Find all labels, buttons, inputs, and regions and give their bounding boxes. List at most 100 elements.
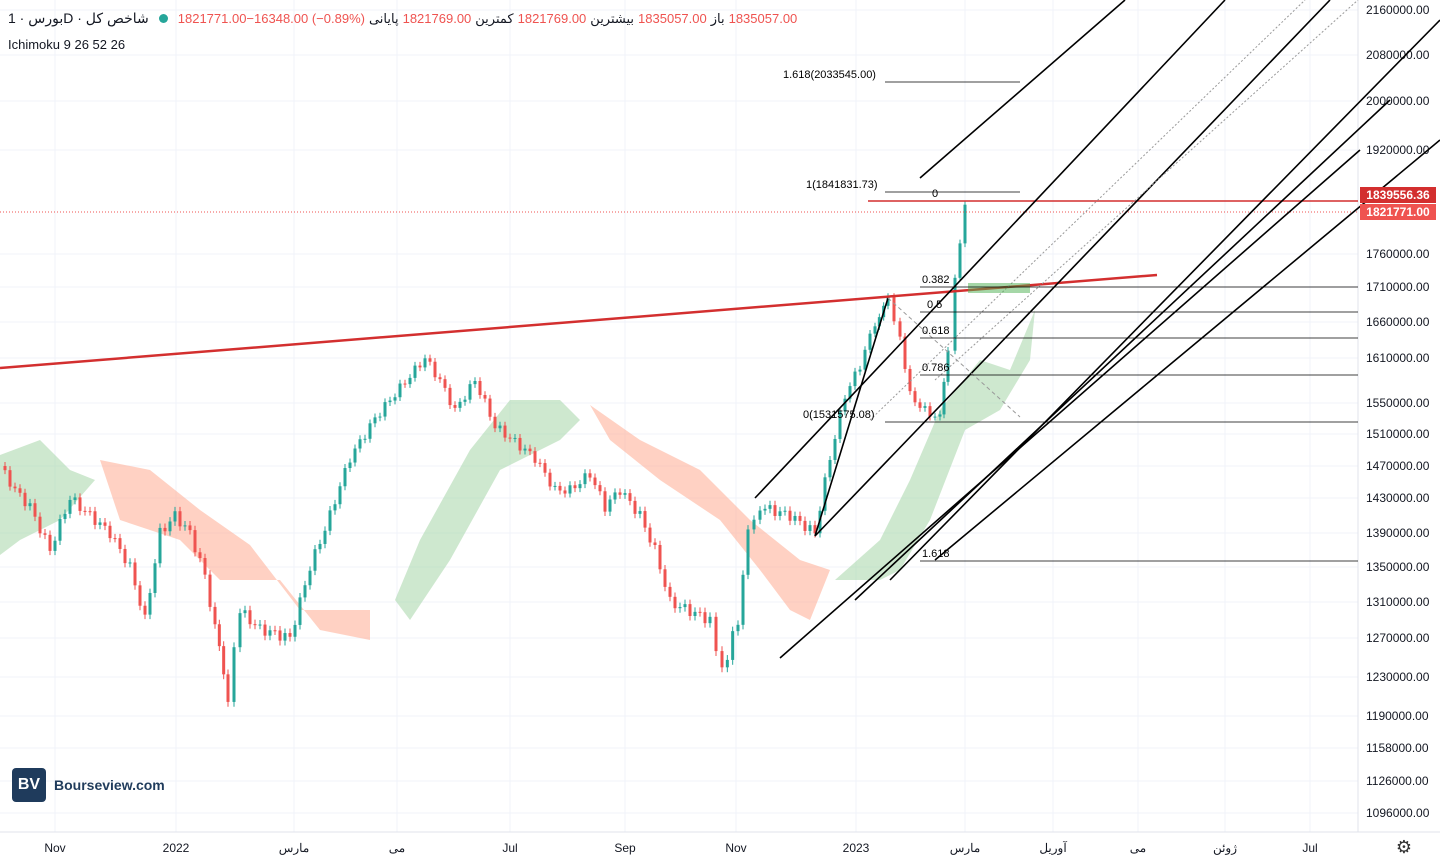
legend-ohlc: بورس · 1D · شاخص کل 1821771.00−16348.00 …: [8, 10, 797, 27]
candle-body: [298, 597, 302, 625]
candle-body: [463, 399, 467, 402]
channel-line: [919, 0, 1126, 179]
candle-body: [473, 380, 477, 385]
candle-body: [458, 401, 462, 408]
candle-body: [133, 562, 137, 586]
candle-body: [918, 402, 922, 408]
candle-body: [778, 511, 782, 516]
symbol-title[interactable]: بورس · 1D · شاخص کل: [8, 10, 149, 26]
y-tick-label: 1470000.00: [1366, 459, 1430, 473]
candle-body: [88, 511, 92, 513]
candle-body: [623, 493, 627, 495]
channel-line: [934, 139, 1440, 561]
price-label-last: 1821771.00: [1360, 204, 1436, 220]
candle-body: [48, 534, 52, 551]
candle-body: [868, 333, 872, 350]
y-tick-label: 1510000.00: [1366, 427, 1430, 441]
candle-body: [203, 558, 207, 575]
candle-body: [633, 500, 637, 514]
y-tick-label: 1390000.00: [1366, 526, 1430, 540]
candle-body: [653, 542, 657, 545]
candle-body: [338, 486, 342, 505]
candle-body: [268, 630, 272, 636]
candle-body: [808, 525, 812, 531]
candle-body: [548, 472, 552, 487]
x-tick-label: مارس: [950, 841, 981, 855]
candle-body: [423, 358, 427, 368]
candle-body: [793, 515, 797, 521]
candle-body: [63, 513, 67, 520]
candle-body: [253, 624, 257, 626]
candle-body: [143, 605, 147, 615]
candle-body: [714, 616, 718, 652]
candle-body: [838, 411, 842, 439]
candle-body: [638, 511, 642, 514]
x-tick-label: Nov: [44, 841, 65, 855]
candle-body: [953, 277, 957, 351]
candle-body: [892, 296, 896, 322]
candle-body: [428, 358, 432, 362]
y-tick-label: 2160000.00: [1366, 3, 1430, 17]
y-tick-label: 1230000.00: [1366, 670, 1430, 684]
candle-body: [741, 574, 745, 625]
candle-body: [553, 485, 557, 487]
candle-body: [813, 525, 817, 534]
candle-body: [13, 486, 17, 489]
candle-body: [388, 400, 392, 403]
candle-body: [138, 585, 142, 606]
candle-body: [573, 485, 577, 489]
candle-body: [783, 510, 787, 512]
candle-body: [703, 612, 707, 624]
candle-body: [323, 530, 327, 544]
candle-body: [678, 607, 682, 609]
fib-level-label: 0.5: [927, 299, 942, 311]
candle-body: [308, 570, 312, 586]
candle-body: [773, 505, 777, 516]
candle-body: [803, 520, 807, 531]
y-tick-label: 1710000.00: [1366, 280, 1430, 294]
candle-body: [563, 490, 567, 494]
candle-body: [608, 499, 612, 512]
candle-body: [28, 503, 32, 507]
channel-line: [854, 99, 1391, 601]
x-tick-label: 2022: [163, 841, 190, 855]
candle-body: [293, 624, 297, 637]
y-tick-label: 1096000.00: [1366, 806, 1430, 820]
candle-body: [403, 383, 407, 385]
candle-body: [193, 530, 197, 553]
candle-body: [348, 462, 352, 469]
candle-body: [148, 592, 152, 615]
candle-body: [643, 511, 647, 528]
fib-level-label: 0: [932, 188, 938, 200]
candle-body: [208, 574, 212, 607]
candle-body: [483, 395, 487, 399]
candle-body: [903, 336, 907, 369]
candle-body: [946, 350, 950, 382]
candle-body: [98, 522, 102, 525]
candle-body: [798, 515, 802, 521]
indicator-legend[interactable]: Ichimoku 9 26 52 26: [8, 37, 126, 52]
candle-body: [453, 405, 457, 408]
y-tick-label: 1610000.00: [1366, 351, 1430, 365]
logo-text: Bourseview.com: [54, 777, 165, 793]
gear-icon[interactable]: ⚙: [1395, 837, 1412, 857]
candle-body: [538, 462, 542, 464]
candle-body: [163, 527, 167, 532]
candle-body: [433, 361, 437, 378]
candle-body: [158, 527, 162, 564]
candle-body: [568, 485, 572, 494]
candle-body: [83, 510, 87, 512]
open-label: باز: [710, 10, 725, 26]
low-value: 1821769.00: [517, 11, 587, 26]
y-tick-label: 1920000.00: [1366, 143, 1430, 157]
candle-body: [128, 562, 132, 564]
median-line: [934, 0, 1359, 381]
candle-body: [318, 543, 322, 550]
candle-body: [731, 631, 735, 660]
candle-body: [543, 463, 547, 473]
fib-level-label: 1.618(2033545.00): [783, 69, 876, 81]
candle-body: [248, 610, 252, 625]
candle-body: [173, 511, 177, 522]
fib-level-label: 0.786: [922, 362, 950, 374]
